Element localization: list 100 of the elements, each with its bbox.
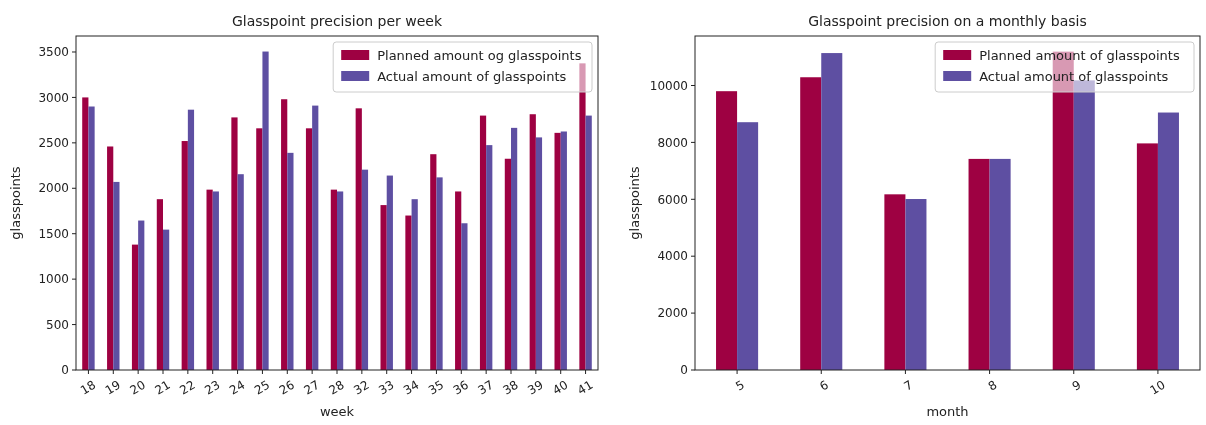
bar (535, 137, 543, 370)
bar (206, 189, 213, 370)
bar (262, 51, 269, 370)
x-tick-label: 41 (575, 377, 596, 398)
bar (411, 199, 418, 370)
bar (287, 152, 294, 370)
y-tick-label: 2500 (38, 136, 69, 151)
bar (560, 131, 567, 370)
x-axis-title: month (926, 404, 969, 419)
x-tick-label: 18 (77, 377, 99, 398)
bar (479, 115, 487, 370)
bar (156, 199, 163, 370)
x-tick-label: 25 (251, 377, 273, 398)
bar (436, 177, 443, 370)
x-tick-label: 27 (301, 377, 322, 398)
bar (800, 77, 822, 370)
bar (237, 174, 244, 370)
bar (113, 181, 120, 370)
bar (579, 63, 586, 370)
x-tick-label: 8 (985, 377, 1000, 394)
bar (905, 199, 927, 370)
x-tick-label: 33 (376, 377, 397, 398)
bar (821, 53, 843, 370)
bar (989, 158, 1011, 370)
x-tick-label: 20 (127, 377, 148, 398)
y-tick-label: 4000 (657, 249, 688, 264)
x-tick-label: 36 (450, 377, 471, 398)
legend-label: Actual amount of glasspoints (979, 68, 1169, 84)
legend-label: Actual amount of glasspoints (377, 68, 567, 84)
chart-title: Glasspoint precision on a monthly basis (808, 13, 1087, 29)
bar (231, 117, 238, 370)
bar (455, 191, 462, 370)
bar (585, 115, 592, 370)
x-tick-label: 28 (326, 377, 347, 398)
bar (716, 91, 738, 370)
bar (312, 105, 319, 370)
x-tick-label: 26 (276, 377, 297, 398)
y-tick-label: 8000 (657, 135, 688, 150)
x-tick-label: 37 (475, 377, 496, 398)
bar (138, 220, 145, 370)
bar (355, 108, 362, 370)
x-tick-label: 19 (102, 377, 123, 398)
x-tick-label: 24 (227, 377, 248, 398)
x-tick-label: 10 (1147, 377, 1168, 398)
x-tick-label: 22 (177, 377, 198, 398)
y-tick-label: 1000 (38, 272, 69, 287)
x-tick-label: 39 (525, 377, 546, 398)
y-tick-label: 6000 (657, 192, 688, 207)
x-tick-label: 9 (1069, 377, 1084, 394)
y-tick-label: 3000 (38, 90, 69, 105)
x-tick-label: 7 (901, 377, 916, 394)
legend-label: Planned amount of glasspoints (979, 47, 1180, 63)
y-tick-label: 1500 (38, 226, 69, 241)
y-axis-title: glasspoints (627, 166, 642, 240)
x-tick-label: 40 (550, 377, 571, 398)
bar (486, 145, 493, 370)
chart-title: Glasspoint precision per week (231, 13, 443, 29)
bar (181, 141, 188, 370)
bar (386, 175, 393, 370)
y-axis-title: glasspoints (8, 166, 23, 240)
bar (281, 99, 288, 370)
bar (380, 205, 387, 370)
bar (88, 106, 95, 370)
x-tick-label: 34 (401, 377, 422, 398)
bar (884, 194, 906, 370)
bar (256, 128, 263, 370)
y-tick-label: 0 (680, 363, 688, 378)
bar (131, 244, 139, 370)
legend-label: Planned amount og glasspoints (377, 47, 582, 63)
y-tick-label: 0 (61, 363, 69, 378)
y-tick-label: 2000 (657, 306, 688, 321)
bar (529, 114, 536, 370)
x-tick-label: 6 (817, 377, 831, 394)
bar (212, 191, 219, 370)
x-tick-label: 32 (351, 377, 372, 398)
x-tick-label: 21 (152, 377, 173, 398)
bar (1073, 80, 1095, 370)
bar (82, 97, 89, 370)
y-tick-label: 2000 (38, 181, 69, 196)
y-tick-label: 3500 (38, 45, 69, 60)
x-axis-title: week (319, 404, 355, 419)
y-tick-label: 10000 (649, 78, 688, 93)
y-tick-label: 500 (46, 317, 69, 332)
x-tick-label: 5 (733, 377, 747, 394)
bar (737, 122, 759, 370)
bar (511, 127, 518, 370)
bar (187, 109, 195, 370)
bar (1157, 112, 1179, 370)
bar (554, 132, 561, 370)
bar (337, 191, 344, 370)
bar (163, 229, 170, 370)
bar (1136, 143, 1158, 370)
bar (461, 223, 468, 370)
bar (504, 158, 511, 370)
bar (430, 154, 437, 370)
bar (107, 146, 114, 370)
bar (968, 158, 990, 370)
x-tick-label: 35 (425, 377, 447, 398)
bar (330, 189, 337, 370)
bar (361, 169, 369, 370)
